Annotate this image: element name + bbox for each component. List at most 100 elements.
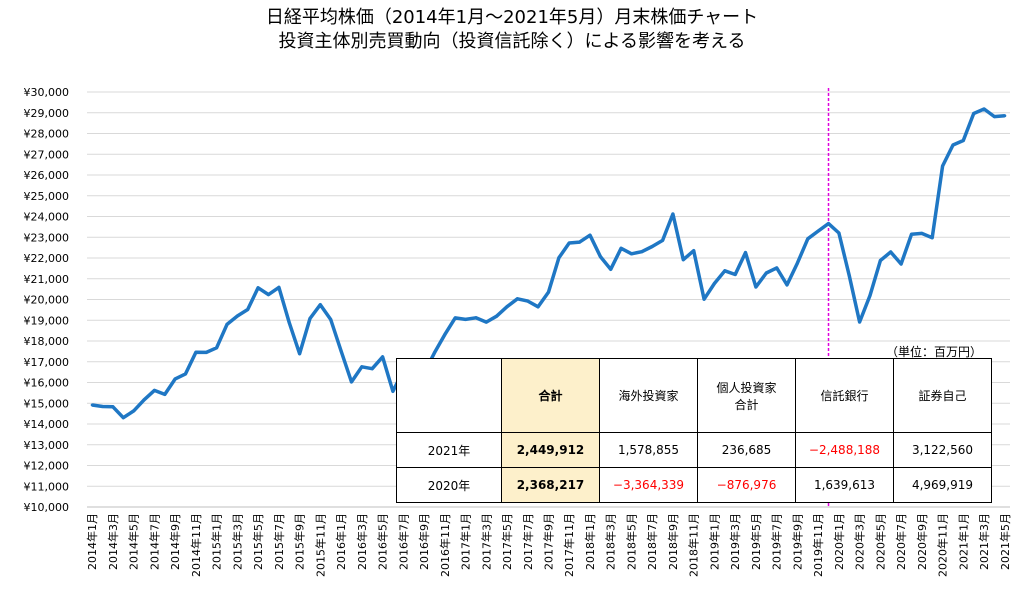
data-point [961,139,965,142]
data-point [298,352,302,356]
data-point [1003,114,1007,118]
y-tick-label: ¥30,000 [24,86,70,99]
x-tick-label: 2014年11月 [189,513,203,577]
data-point [723,269,727,273]
series-points [90,107,1007,420]
cell-securities: 3,122,560 [893,432,992,468]
x-tick-label: 2015年7月 [272,513,286,570]
x-tick-label: 2014年5月 [127,513,141,570]
x-tick-label: 2016年3月 [355,513,369,570]
cell-individual: −876,976 [697,467,796,503]
data-point [142,398,146,402]
data-point [878,259,882,262]
data-point [816,229,820,233]
header-total: 合計 [501,358,600,433]
data-point [204,350,208,354]
y-tick-label: ¥11,000 [24,480,70,493]
x-tick-label: 2017年3月 [479,513,493,570]
y-tick-label: ¥14,000 [24,418,70,431]
x-tick-label: 2021年1月 [956,513,970,570]
chart-title: 日経平均株価（2014年1月～2021年5月）月末株価チャート 投資主体別売買動… [0,6,1024,54]
x-tick-label: 2015年9月 [293,513,307,570]
x-tick-label: 2016年11月 [438,513,452,577]
data-point [889,250,893,254]
header-individual: 個人投資家 合計 [697,358,796,433]
data-point [121,416,125,420]
data-point [598,255,602,259]
data-point [650,245,654,248]
table-corner-cell [396,358,502,433]
data-point [329,318,333,321]
data-point [847,274,851,278]
data-point [515,297,519,301]
data-point [640,250,644,254]
table-header-row: 合計 海外投資家 個人投資家 合計 信託銀行 証券自己 [396,358,992,433]
data-point [246,308,250,311]
y-tick-label: ¥17,000 [24,356,70,369]
title-line-2: 投資主体別売買動向（投資信託除く）による影響を考える [278,31,746,52]
investor-flow-table: 合計 海外投資家 個人投資家 合計 信託銀行 証券自己 2021年 2,449,… [396,358,992,503]
x-tick-label: 2015年5月 [251,513,265,570]
x-tick-label: 2017年7月 [521,513,535,570]
data-point [256,286,260,290]
data-point [225,322,229,326]
y-tick-label: ¥13,000 [24,439,70,452]
data-point [806,237,810,241]
x-tick-label: 2018年7月 [645,513,659,570]
x-tick-label: 2020年11月 [936,513,950,577]
x-tick-label: 2018年11月 [687,513,701,577]
y-tick-label: ¥25,000 [24,190,70,203]
data-point [692,249,696,253]
table-row: 2020年 2,368,217 −3,364,339 −876,976 1,63… [396,467,992,503]
x-tick-label: 2017年9月 [542,513,556,570]
data-point [754,285,758,289]
row-label: 2021年 [396,432,502,468]
title-line-1: 日経平均株価（2014年1月～2021年5月）月末株価チャート [265,7,759,28]
data-point [681,258,685,262]
y-axis: ¥10,000 ¥11,000 ¥12,000 ¥13,000 ¥14,000 ¥15,0… [24,86,70,514]
x-tick-label: 2017年11月 [562,513,576,577]
x-tick-label: 2019年9月 [790,513,804,570]
x-tick-label: 2015年3月 [230,513,244,570]
data-point [712,282,716,285]
x-tick-label: 2018年9月 [666,513,680,570]
header-securities: 証券自己 [893,358,992,433]
x-tick-label: 2018年5月 [624,513,638,570]
data-point [215,346,219,350]
x-tick-label: 2015年11月 [313,513,327,577]
data-point [194,350,198,354]
y-tick-label: ¥21,000 [24,273,70,286]
data-point [184,372,187,376]
x-tick-label: 2019年3月 [728,513,742,570]
x-tick-label: 2020年9月 [915,513,929,570]
data-point [152,388,156,392]
data-point [837,231,841,235]
data-point [505,305,509,309]
cell-trust-banks: 1,639,613 [795,467,894,503]
data-point [578,240,582,244]
data-point [90,403,94,407]
data-point [339,349,343,353]
data-point [567,241,571,245]
x-tick-label: 2018年1月 [583,513,597,570]
x-tick-label: 2019年1月 [707,513,721,570]
y-tick-label: ¥27,000 [24,148,70,161]
row-label: 2020年 [396,467,502,503]
data-point [972,112,976,115]
data-point [920,231,924,235]
data-point [360,365,364,369]
header-foreign: 海外投資家 [599,358,698,433]
data-point [267,293,270,297]
x-tick-label: 2017年1月 [459,513,473,570]
data-point [868,294,872,297]
data-point [858,320,862,324]
data-point [827,222,830,226]
table-row: 2021年 2,449,912 1,578,855 236,685 −2,488… [396,432,992,468]
data-point [764,271,768,275]
x-tick-label: 2016年1月 [334,513,348,570]
data-point [277,285,281,289]
data-point [432,351,436,355]
data-point [474,316,478,320]
y-tick-label: ¥24,000 [24,211,70,224]
